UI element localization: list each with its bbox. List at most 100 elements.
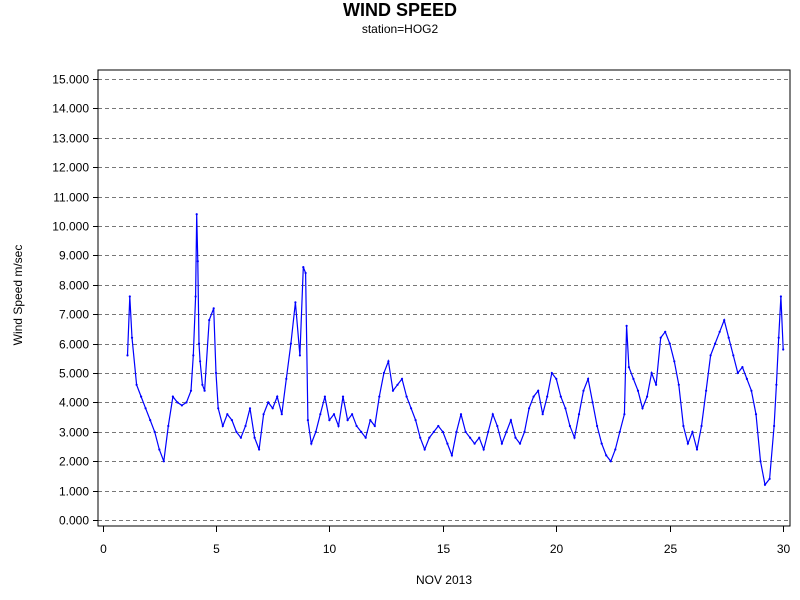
data-point xyxy=(419,436,422,439)
data-point xyxy=(546,395,549,398)
data-point xyxy=(355,424,358,428)
data-point xyxy=(500,442,503,445)
data-point xyxy=(627,366,631,369)
data-point xyxy=(686,442,690,445)
data-point xyxy=(518,442,522,445)
data-point xyxy=(664,330,667,333)
data-point xyxy=(478,436,481,439)
series-layer xyxy=(126,213,785,487)
data-point xyxy=(750,389,753,392)
y-tick-label: 8.000 xyxy=(59,279,89,293)
data-point xyxy=(387,360,390,363)
data-point xyxy=(423,448,426,451)
data-point xyxy=(230,419,233,422)
data-point xyxy=(573,436,576,439)
data-point xyxy=(537,389,540,392)
data-point xyxy=(208,319,211,322)
data-point xyxy=(714,342,717,345)
data-point xyxy=(718,330,721,333)
data-point xyxy=(455,430,458,433)
data-point xyxy=(641,407,644,410)
data-point xyxy=(700,424,703,428)
data-point xyxy=(541,413,544,416)
data-point xyxy=(736,371,739,375)
data-point xyxy=(723,319,726,322)
data-point xyxy=(369,419,372,422)
data-point xyxy=(126,354,129,357)
data-point xyxy=(727,336,730,339)
data-point xyxy=(695,448,699,451)
data-point xyxy=(623,413,626,416)
data-point xyxy=(289,342,292,345)
data-point xyxy=(732,354,735,357)
y-tick-label: 11.000 xyxy=(53,191,89,205)
x-tick-label: 15 xyxy=(437,542,451,556)
data-point xyxy=(319,413,322,416)
data-point xyxy=(314,430,317,433)
data-point xyxy=(267,401,270,404)
data-point xyxy=(591,401,594,404)
data-point xyxy=(605,454,608,457)
data-point xyxy=(196,260,199,263)
data-point xyxy=(195,213,198,216)
data-point xyxy=(509,419,512,422)
data-point xyxy=(128,295,131,298)
data-point xyxy=(214,371,218,375)
data-point xyxy=(428,436,431,439)
data-point xyxy=(153,430,156,433)
data-point xyxy=(373,424,376,428)
y-tick-label: 10.000 xyxy=(52,220,89,234)
data-point xyxy=(337,424,340,428)
data-point xyxy=(763,483,767,486)
data-point xyxy=(364,436,367,439)
gridlines xyxy=(98,79,790,521)
data-point xyxy=(248,407,252,410)
data-point xyxy=(360,430,363,433)
y-tick-label: 9.000 xyxy=(59,249,89,263)
data-point xyxy=(673,360,676,363)
data-point xyxy=(609,460,612,463)
data-point xyxy=(745,377,749,380)
y-tick-label: 1.000 xyxy=(59,485,89,499)
data-point xyxy=(469,436,472,439)
data-point xyxy=(775,383,778,386)
series-line xyxy=(126,214,784,487)
data-point xyxy=(149,419,152,422)
data-point xyxy=(432,430,435,433)
data-point xyxy=(459,413,463,416)
data-point xyxy=(677,383,680,386)
data-point xyxy=(201,383,204,386)
data-point xyxy=(262,413,265,416)
x-tick-label: 20 xyxy=(550,542,564,556)
data-point xyxy=(239,436,242,439)
data-point xyxy=(294,301,297,304)
data-point xyxy=(304,271,307,275)
data-point xyxy=(668,342,671,345)
chart-title: WIND SPEED xyxy=(342,0,457,20)
y-axis-title: Wind Speed m/sec xyxy=(11,244,25,346)
data-point xyxy=(496,424,499,428)
data-point xyxy=(258,448,261,451)
data-point xyxy=(235,430,238,433)
data-point xyxy=(759,460,762,463)
data-point xyxy=(221,424,224,428)
y-tick-label: 14.000 xyxy=(52,102,89,116)
data-point xyxy=(180,404,183,407)
data-point xyxy=(162,460,165,463)
y-tick-label: 3.000 xyxy=(59,426,89,440)
data-point xyxy=(135,383,138,386)
data-point xyxy=(253,436,256,439)
data-point xyxy=(450,454,453,457)
data-point xyxy=(691,430,694,433)
data-point xyxy=(351,413,354,416)
data-point xyxy=(441,430,444,433)
data-point xyxy=(600,442,603,445)
data-point xyxy=(171,395,174,398)
y-axis-title-wrap: Wind Speed m/sec xyxy=(10,165,26,425)
data-point xyxy=(276,395,279,398)
data-point xyxy=(306,419,309,422)
data-point xyxy=(582,389,585,392)
data-point xyxy=(396,383,399,386)
data-point xyxy=(550,371,553,375)
